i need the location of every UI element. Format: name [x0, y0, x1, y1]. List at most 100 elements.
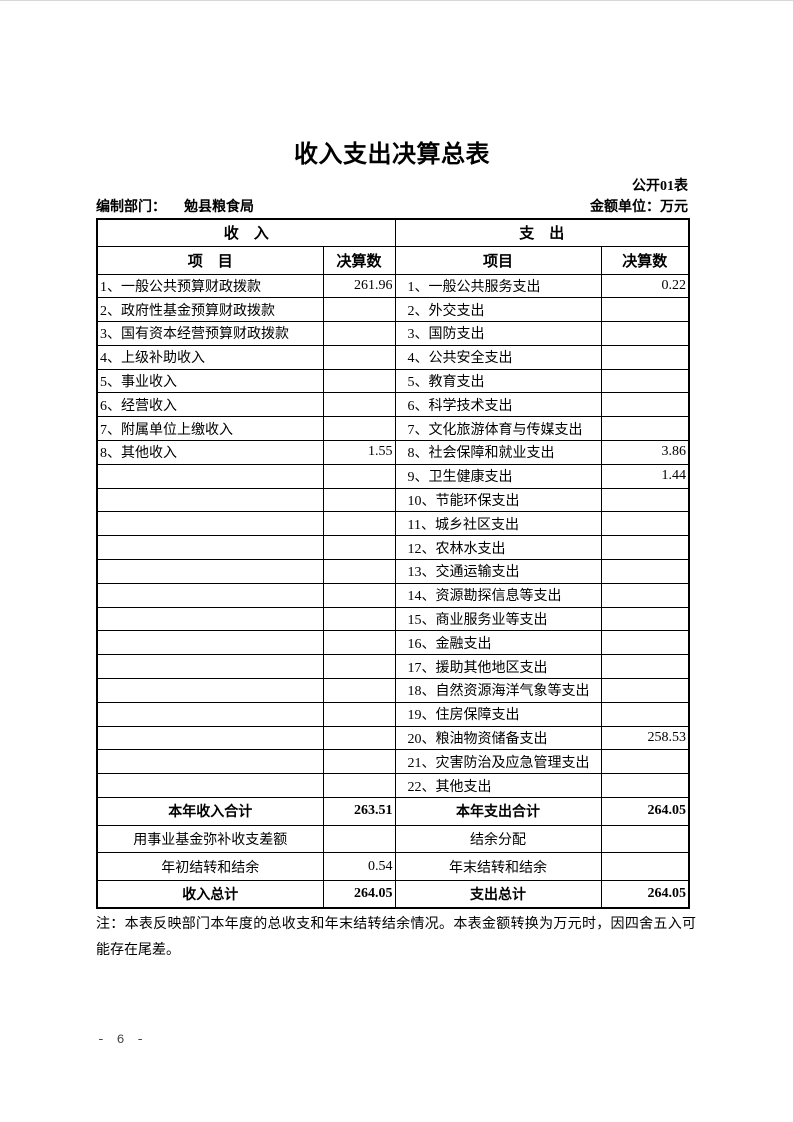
income-value-cell — [322, 606, 396, 632]
expense-item-cell: 4、公共安全支出 — [394, 344, 602, 370]
expense-value-cell: 264.05 — [600, 879, 690, 909]
income-value-cell — [322, 511, 396, 537]
income-value-cell — [322, 487, 396, 513]
expense-item-cell: 14、资源勘探信息等支出 — [394, 582, 602, 608]
summary-table: 收 入 支 出 项 目 决算数 项目 决算数 1、一般公共预算财政拨款 261.… — [96, 218, 691, 909]
expense-value-cell — [600, 368, 690, 394]
expense-item-cell: 5、教育支出 — [394, 368, 602, 394]
table-row: 20、粮油物资储备支出 258.53 — [96, 725, 690, 751]
expense-value-cell — [600, 630, 690, 656]
summary-row: 收入总计 264.05 支出总计 264.05 — [96, 879, 690, 909]
expense-value-cell — [600, 511, 690, 537]
expense-value-cell: 3.86 — [600, 440, 690, 465]
table-row: 7、附属单位上缴收入 7、文化旅游体育与传媒支出 — [96, 416, 690, 442]
income-item-cell: 5、事业收入 — [96, 368, 324, 394]
table-row: 15、商业服务业等支出 — [96, 606, 690, 632]
page-top-edge — [0, 0, 793, 1]
income-item-cell — [96, 511, 324, 537]
income-value-cell: 264.05 — [322, 879, 396, 909]
expense-value-cell — [600, 701, 690, 727]
income-section-header: 收 入 — [96, 218, 396, 247]
expense-value-cell — [600, 344, 690, 370]
table-row: 8、其他收入 1.55 8、社会保障和就业支出 3.86 — [96, 440, 690, 465]
footnote: 注：本表反映部门本年度的总收支和年末结转结余情况。本表金额转换为万元时，因四舍五… — [96, 917, 696, 958]
dept-label: 编制部门： — [96, 200, 166, 215]
table-number: 公开01表 — [632, 179, 688, 194]
expense-value-cell — [600, 678, 690, 703]
expense-item-cell: 18、自然资源海洋气象等支出 — [394, 678, 602, 703]
income-value-cell — [322, 725, 396, 751]
income-value-cell — [322, 416, 396, 442]
table-row: 17、援助其他地区支出 — [96, 654, 690, 680]
expense-item-cell: 13、交通运输支出 — [394, 559, 602, 584]
income-value-cell — [322, 749, 396, 775]
expense-item-cell: 12、农林水支出 — [394, 535, 602, 561]
expense-value-col-header: 决算数 — [600, 245, 690, 275]
expense-item-cell: 8、社会保障和就业支出 — [394, 440, 602, 465]
income-item-cell — [96, 487, 324, 513]
income-value-cell — [322, 463, 396, 489]
unit-label: 金额单位：万元 — [590, 200, 688, 215]
table-row: 4、上级补助收入 4、公共安全支出 — [96, 344, 690, 370]
income-value-cell — [322, 701, 396, 727]
income-item-cell — [96, 559, 324, 584]
income-item-cell — [96, 606, 324, 632]
table-row: 18、自然资源海洋气象等支出 — [96, 678, 690, 703]
table-body: 1、一般公共预算财政拨款 261.96 1、一般公共服务支出 0.22 2、政府… — [96, 273, 690, 909]
expense-section-header: 支 出 — [394, 218, 690, 247]
table-row: 14、资源勘探信息等支出 — [96, 582, 690, 608]
expense-item-cell: 10、节能环保支出 — [394, 487, 602, 513]
table-row: 6、经营收入 6、科学技术支出 — [96, 392, 690, 418]
income-value-cell: 0.54 — [322, 852, 396, 881]
income-item-cell — [96, 701, 324, 727]
expense-item-cell: 15、商业服务业等支出 — [394, 606, 602, 632]
income-value-cell — [322, 297, 396, 323]
expense-value-cell — [600, 392, 690, 418]
income-value-col-header: 决算数 — [322, 245, 396, 275]
summary-row: 年初结转和结余 0.54 年末结转和结余 — [96, 852, 690, 881]
expense-item-cell: 年末结转和结余 — [394, 852, 602, 881]
income-item-cell — [96, 773, 324, 799]
table-row: 13、交通运输支出 — [96, 559, 690, 584]
income-item-cell — [96, 678, 324, 703]
expense-item-cell: 22、其他支出 — [394, 773, 602, 799]
table-row: 1、一般公共预算财政拨款 261.96 1、一般公共服务支出 0.22 — [96, 273, 690, 299]
expense-item-cell: 17、援助其他地区支出 — [394, 654, 602, 680]
table-row: 9、卫生健康支出 1.44 — [96, 463, 690, 489]
income-value-cell — [322, 582, 396, 608]
income-item-col-header: 项 目 — [96, 245, 324, 275]
expense-item-cell: 1、一般公共服务支出 — [394, 273, 602, 299]
income-value-cell — [322, 321, 396, 346]
expense-item-cell: 6、科学技术支出 — [394, 392, 602, 418]
income-item-cell: 4、上级补助收入 — [96, 344, 324, 370]
income-item-cell: 6、经营收入 — [96, 392, 324, 418]
expense-value-cell: 1.44 — [600, 463, 690, 489]
income-value-cell — [322, 630, 396, 656]
expense-item-cell: 16、金融支出 — [394, 630, 602, 656]
expense-value-cell — [600, 582, 690, 608]
income-item-cell — [96, 463, 324, 489]
income-item-cell: 1、一般公共预算财政拨款 — [96, 273, 324, 299]
expense-value-cell — [600, 559, 690, 584]
table-row: 5、事业收入 5、教育支出 — [96, 368, 690, 394]
income-value-cell — [322, 392, 396, 418]
income-item-cell: 本年收入合计 — [96, 797, 324, 826]
expense-item-cell: 支出总计 — [394, 879, 602, 909]
expense-value-cell — [600, 749, 690, 775]
expense-item-cell: 20、粮油物资储备支出 — [394, 725, 602, 751]
expense-item-cell: 9、卫生健康支出 — [394, 463, 602, 489]
section-header-row: 收 入 支 出 — [96, 218, 690, 247]
expense-item-cell: 11、城乡社区支出 — [394, 511, 602, 537]
table-row: 11、城乡社区支出 — [96, 511, 690, 537]
income-value-cell: 263.51 — [322, 797, 396, 826]
income-item-cell — [96, 725, 324, 751]
dept-line: 编制部门： 勉县粮食局 — [96, 196, 254, 216]
income-value-cell — [322, 678, 396, 703]
table-head: 收 入 支 出 项 目 决算数 项目 决算数 — [96, 218, 690, 275]
table-row: 10、节能环保支出 — [96, 487, 690, 513]
table-row: 2、政府性基金预算财政拨款 2、外交支出 — [96, 297, 690, 323]
income-value-cell — [322, 654, 396, 680]
income-item-cell: 年初结转和结余 — [96, 852, 324, 881]
page-number: - 6 - — [97, 1032, 147, 1047]
